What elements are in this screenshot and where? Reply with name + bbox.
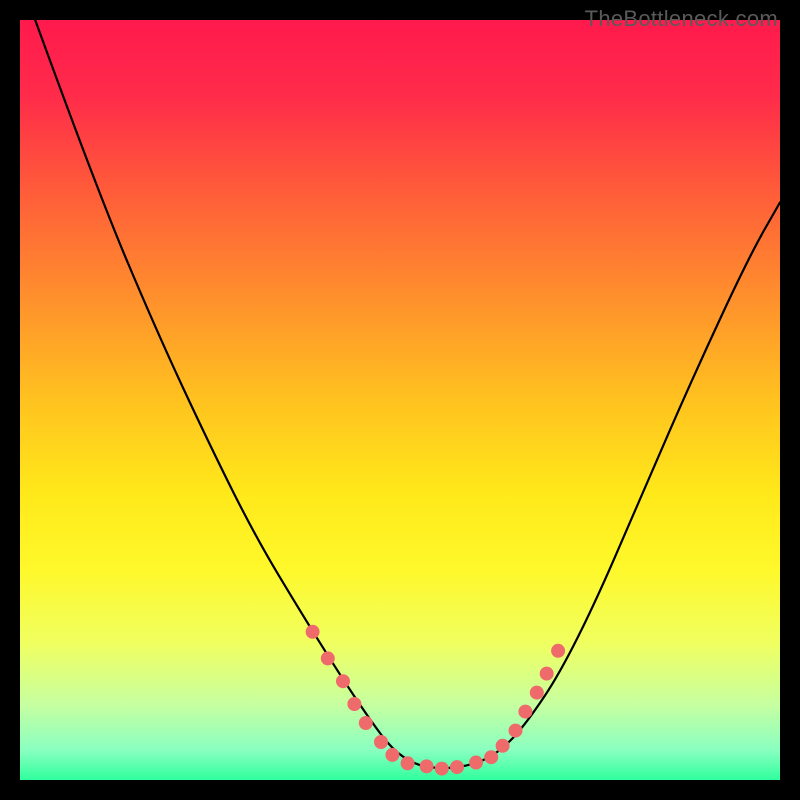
data-marker (496, 739, 509, 752)
data-marker (306, 625, 319, 638)
bottleneck-curve-chart (20, 20, 780, 780)
data-marker (375, 736, 388, 749)
data-marker (401, 757, 414, 770)
plot-area (20, 20, 780, 780)
data-marker (485, 751, 498, 764)
data-marker (451, 761, 464, 774)
data-marker (420, 760, 433, 773)
data-marker (337, 675, 350, 688)
data-marker (519, 705, 532, 718)
data-marker (530, 686, 543, 699)
data-marker (470, 756, 483, 769)
data-marker (321, 652, 334, 665)
chart-container: TheBottleneck.com (0, 0, 800, 800)
data-marker (435, 762, 448, 775)
data-marker (359, 717, 372, 730)
data-marker (552, 644, 565, 657)
gradient-background (20, 20, 780, 780)
data-marker (386, 748, 399, 761)
data-marker (540, 667, 553, 680)
watermark-text: TheBottleneck.com (585, 6, 778, 32)
data-marker (509, 724, 522, 737)
data-marker (348, 698, 361, 711)
